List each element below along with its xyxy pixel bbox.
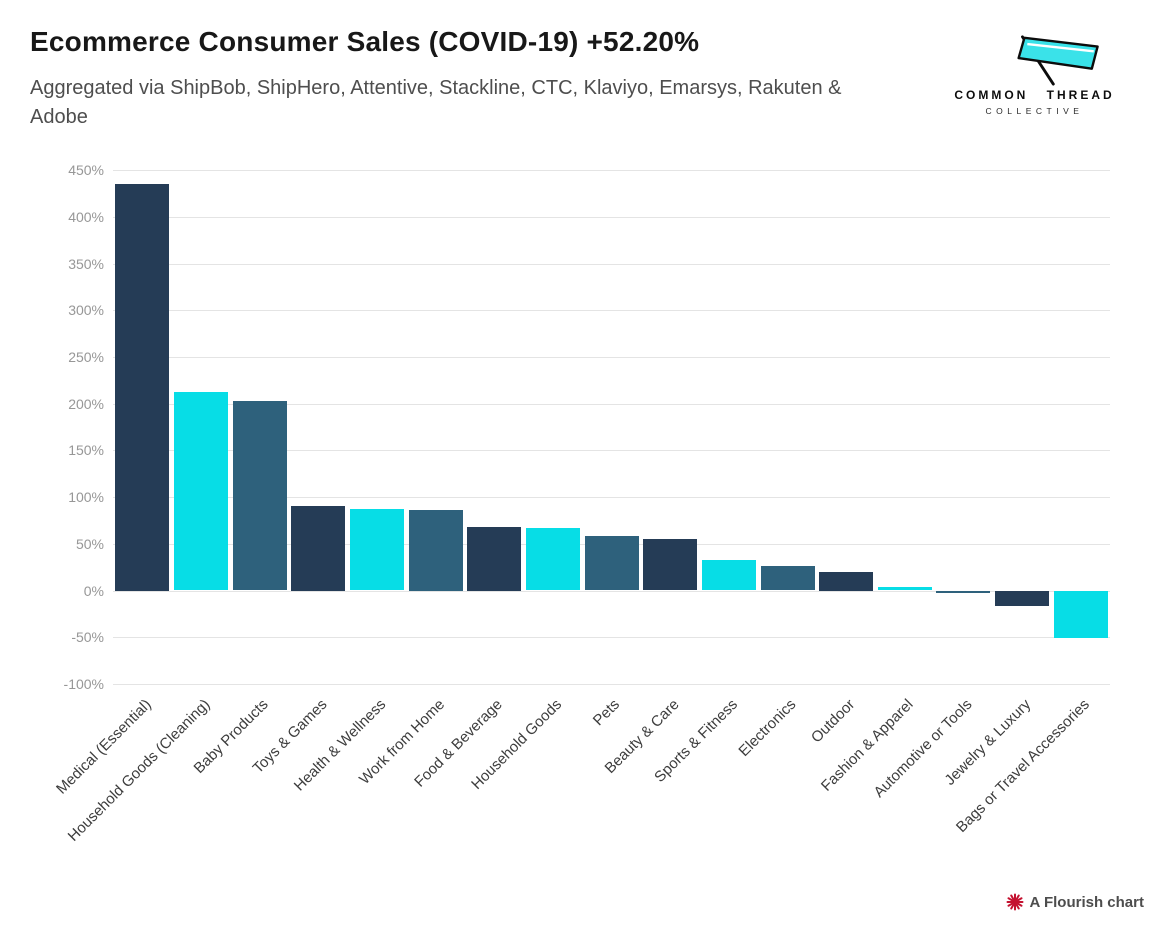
y-axis-tick-label: 300% (68, 302, 104, 319)
y-axis-tick-label: 0% (83, 582, 104, 599)
plot-area (113, 170, 1110, 685)
bar-pets[interactable] (584, 536, 639, 591)
bar-chart: 450% 400% 350% 300% 250% 200% 150% 100% 50% 0% -50… (0, 158, 1162, 888)
bar-food-beverage[interactable] (467, 527, 522, 591)
bar-work-from-home[interactable] (408, 510, 463, 591)
y-axis-tick-label: 450% (68, 162, 104, 178)
bar-jewelry-luxury[interactable] (995, 590, 1050, 607)
gridline (113, 497, 1110, 499)
logo-text-common-thread: COMMON THREAD (954, 88, 1115, 102)
gridline (113, 310, 1110, 312)
gridline (113, 590, 1110, 592)
x-axis: Medical (Essential) Household Goods (Clea… (53, 690, 1110, 888)
gridline (113, 684, 1110, 685)
y-axis-tick-label: -100% (63, 676, 104, 692)
bar-beauty-care[interactable] (643, 539, 698, 591)
bar-household-goods[interactable] (525, 527, 580, 591)
flag-icon (1016, 35, 1099, 86)
y-axis-tick-label: 350% (68, 255, 104, 272)
y-axis: 450% 400% 350% 300% 250% 200% 150% 100% 50% 0% -50… (0, 162, 104, 692)
gridline (113, 637, 1110, 639)
gridline (113, 263, 1110, 265)
y-axis-tick-label: 400% (68, 208, 104, 225)
y-axis-tick-label: 150% (68, 442, 104, 459)
bar-sports-fitness[interactable] (701, 559, 756, 591)
flourish-logo-icon (1006, 893, 1024, 911)
bar-toys-games[interactable] (291, 505, 346, 591)
gridline (113, 216, 1110, 218)
bar-bags-or-travel-accessories[interactable] (1053, 590, 1108, 639)
gridline (113, 403, 1110, 405)
bar-health-wellness[interactable] (349, 509, 404, 591)
bar-electronics[interactable] (760, 566, 815, 591)
chart-subtitle: Aggregated via ShipBob, ShipHero, Attent… (30, 77, 842, 128)
y-axis-tick-label: 50% (75, 535, 104, 552)
bar-outdoor[interactable] (819, 571, 874, 591)
bar-automotive-or-tools[interactable] (936, 590, 991, 594)
y-axis-tick-label: 200% (68, 395, 104, 412)
x-axis-category-label: Outdoor (807, 696, 859, 747)
y-axis-tick-label: -50% (71, 629, 104, 646)
gridline (113, 170, 1110, 171)
chart-title: Ecommerce Consumer Sales (COVID-19) +52.… (30, 26, 700, 57)
logo-text-collective: COLLECTIVE (985, 106, 1084, 116)
common-thread-collective-logo: COMMON THREAD COLLECTIVE (947, 34, 1122, 116)
x-axis-category-label: Electronics (735, 696, 800, 760)
bar-household-goods-cleaning[interactable] (174, 392, 228, 591)
gridline (113, 450, 1110, 452)
gridline (113, 356, 1110, 358)
y-axis-tick-label: 250% (68, 348, 104, 365)
bar-baby-products[interactable] (232, 400, 287, 591)
y-axis-tick-label: 100% (68, 489, 104, 506)
bar-fashion-apparel[interactable] (877, 586, 932, 591)
x-axis-category-label: Pets (590, 696, 624, 730)
bar-medical-essential[interactable] (115, 184, 170, 591)
x-axis-category-label: Automotive or Tools (870, 696, 976, 801)
flourish-credit-label: A Flourish chart (1029, 893, 1144, 911)
flourish-credit-link[interactable]: A Flourish chart (1006, 893, 1144, 911)
